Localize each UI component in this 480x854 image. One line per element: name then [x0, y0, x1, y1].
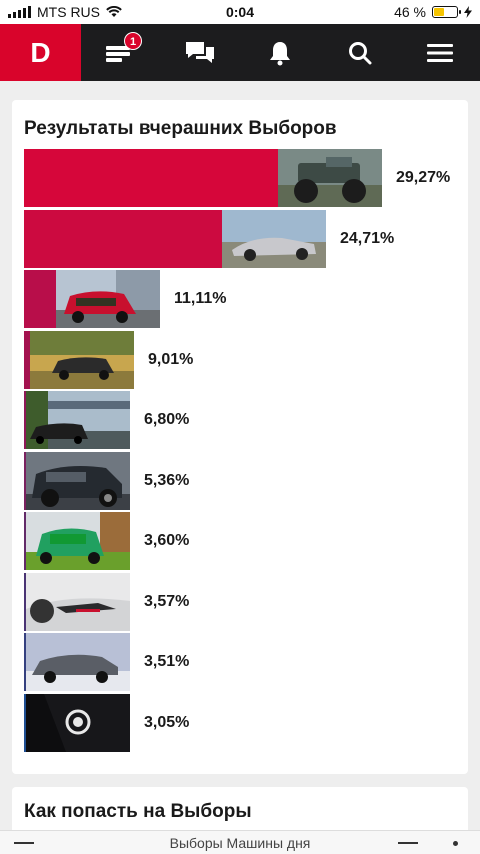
- messages-icon: [186, 41, 214, 63]
- result-bar: [24, 391, 26, 449]
- results-card: Результаты вчерашних Выборов 29,27% 24,71…: [12, 100, 468, 774]
- result-row[interactable]: 11,11%: [24, 270, 227, 328]
- bell-icon: [270, 41, 290, 65]
- result-percent: 3,05%: [144, 713, 190, 731]
- result-percent: 24,71%: [340, 229, 395, 247]
- car-thumbnail[interactable]: [26, 391, 130, 449]
- wifi-icon: [106, 6, 122, 17]
- car-thumbnail[interactable]: [26, 633, 130, 691]
- result-row[interactable]: 9,01%: [24, 330, 194, 389]
- result-row[interactable]: 3,57%: [24, 572, 190, 631]
- status-left: MTS RUS: [8, 4, 122, 20]
- battery-percent: 46 %: [394, 4, 426, 20]
- feed-button[interactable]: 1: [88, 24, 152, 81]
- signal-icon: [8, 6, 31, 18]
- result-bar: [24, 330, 30, 389]
- result-row[interactable]: 3,60%: [24, 512, 189, 570]
- search-button[interactable]: [328, 24, 392, 81]
- result-percent: 6,80%: [144, 411, 190, 428]
- drive-logo[interactable]: D: [0, 24, 81, 81]
- result-row[interactable]: 3,51%: [24, 633, 189, 691]
- car-thumbnail[interactable]: [278, 149, 382, 207]
- search-icon: [349, 41, 372, 64]
- messages-button[interactable]: [168, 24, 232, 81]
- result-bar: [24, 149, 278, 207]
- car-thumbnail[interactable]: [26, 693, 130, 752]
- car-thumbnail[interactable]: [30, 330, 134, 389]
- result-bar: [24, 209, 222, 268]
- menu-icon: [427, 43, 453, 62]
- back-handle[interactable]: [14, 842, 34, 844]
- result-percent: 3,57%: [144, 592, 190, 610]
- result-bar: [24, 512, 26, 570]
- result-percent: 5,36%: [144, 471, 190, 489]
- result-row[interactable]: 5,36%: [24, 451, 190, 510]
- feed-icon: [106, 45, 130, 62]
- result-row[interactable]: 29,27%: [24, 149, 450, 207]
- result-bar: [24, 633, 26, 691]
- result-percent: 11,11%: [174, 290, 227, 307]
- car-thumbnail[interactable]: [26, 572, 130, 631]
- status-bar: MTS RUS 0:04 46 %: [0, 0, 480, 24]
- result-percent: 3,60%: [144, 532, 190, 549]
- results-title: Результаты вчерашних Выборов: [24, 118, 337, 139]
- menu-button[interactable]: [408, 24, 472, 81]
- result-percent: 29,27%: [396, 169, 451, 186]
- status-right: 46 %: [394, 4, 472, 20]
- car-thumbnail[interactable]: [56, 270, 160, 328]
- car-thumbnail[interactable]: [26, 512, 130, 570]
- car-thumbnail[interactable]: [222, 209, 326, 268]
- tab-handle[interactable]: [398, 842, 418, 844]
- charging-icon: [464, 6, 472, 18]
- result-row[interactable]: 3,05%: [24, 693, 190, 752]
- notifications-button[interactable]: [248, 24, 312, 81]
- more-dot[interactable]: [453, 841, 458, 846]
- result-row[interactable]: 24,71%: [24, 209, 395, 268]
- result-bar: [24, 693, 26, 752]
- bottom-title: Выборы Машины дня: [169, 835, 311, 851]
- result-bar: [24, 451, 26, 510]
- car-thumbnail[interactable]: [26, 451, 130, 510]
- carrier-label: MTS RUS: [37, 4, 100, 20]
- notification-badge: 1: [124, 32, 142, 50]
- result-row[interactable]: 6,80%: [24, 391, 189, 449]
- result-percent: 3,51%: [144, 653, 190, 670]
- clock: 0:04: [225, 4, 255, 20]
- result-bar: [24, 270, 56, 328]
- battery-icon: [432, 6, 461, 18]
- app-header: D 1: [0, 24, 480, 81]
- result-percent: 9,01%: [148, 350, 194, 368]
- how-to-title: Как попасть на Выборы: [24, 801, 252, 822]
- bottom-bar: Выборы Машины дня: [0, 830, 480, 854]
- result-bar: [24, 572, 26, 631]
- battery-level: [434, 8, 445, 16]
